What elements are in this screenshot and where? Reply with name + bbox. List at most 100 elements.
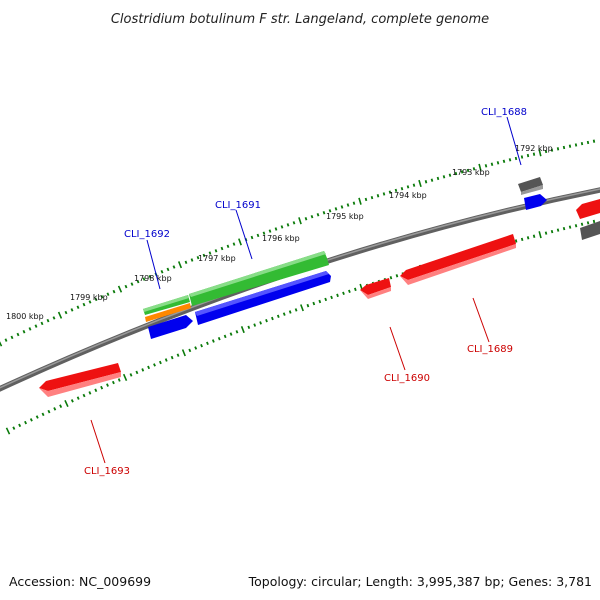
map-title: Clostridium botulinum F str. Langeland, … — [111, 12, 489, 27]
minor-tick — [253, 323, 257, 327]
minor-tick — [59, 404, 63, 408]
kbp-label-1799: 1799 kbp — [70, 293, 108, 302]
minor-tick — [526, 236, 530, 240]
minor-tick — [259, 321, 262, 325]
kbp-label-1795: 1795 kbp — [326, 212, 364, 221]
inner-tick-track — [5, 219, 596, 435]
minor-tick — [100, 385, 104, 390]
minor-tick — [130, 282, 134, 286]
gene-arrow — [524, 194, 547, 210]
minor-tick — [10, 335, 14, 340]
minor-tick — [70, 308, 74, 312]
minor-tick — [40, 321, 44, 326]
minor-tick — [229, 332, 233, 336]
minor-tick — [106, 383, 109, 387]
minor-tick — [316, 213, 320, 217]
minor-tick — [592, 219, 596, 224]
minor-tick — [568, 144, 572, 148]
gene-label-CLI_1688[interactable]: CLI_1688 — [481, 107, 527, 118]
minor-tick — [336, 293, 339, 298]
gene-CLI_1693[interactable] — [39, 363, 121, 397]
minor-tick — [64, 310, 68, 315]
kbp-label-1794: 1794 kbp — [389, 191, 427, 200]
gene-label-CLI_1690[interactable]: CLI_1690 — [384, 373, 430, 384]
major-tick — [538, 149, 542, 157]
minor-tick — [508, 158, 512, 162]
kbp-label-1797: 1797 kbp — [198, 254, 236, 263]
minor-tick — [28, 327, 32, 331]
gene-CLI_1688b[interactable] — [524, 194, 547, 210]
callout-CLI_1693 — [90, 419, 106, 464]
kbp-label-1796: 1796 kbp — [262, 234, 300, 243]
gene-label-CLI_1691[interactable]: CLI_1691 — [215, 200, 261, 211]
major-tick — [478, 163, 482, 171]
gene-arrow — [195, 271, 331, 325]
major-tick — [300, 304, 304, 312]
gene-CLI_1688[interactable] — [518, 177, 543, 195]
minor-tick — [352, 201, 356, 205]
minor-tick — [188, 348, 192, 353]
minor-tick — [340, 205, 344, 209]
major-tick — [0, 341, 3, 347]
gene-CLI_1692-blue[interactable] — [148, 315, 193, 339]
minor-tick — [94, 297, 98, 302]
minor-tick — [460, 170, 464, 174]
gene-label-CLI_1693[interactable]: CLI_1693 — [84, 466, 130, 477]
gene-CLI_1690[interactable] — [360, 278, 391, 299]
minor-tick — [280, 225, 284, 229]
gene-CLI_1691[interactable] — [189, 251, 329, 306]
minor-tick — [322, 211, 326, 215]
major-tick — [181, 349, 186, 357]
minor-tick — [271, 316, 274, 321]
minor-tick — [41, 412, 45, 417]
minor-tick — [592, 139, 596, 143]
gene-CLI_1692-orange[interactable] — [145, 303, 191, 322]
minor-tick — [436, 176, 440, 181]
minor-tick — [312, 301, 316, 306]
minor-tick — [544, 149, 548, 154]
minor-tick — [76, 396, 80, 400]
minor-tick — [164, 358, 168, 362]
minor-tick — [141, 368, 145, 372]
major-tick — [240, 326, 245, 334]
major-tick — [64, 399, 69, 408]
minor-tick — [454, 171, 458, 176]
minor-tick — [176, 353, 180, 357]
minor-tick — [235, 330, 239, 334]
minor-tick — [100, 295, 104, 299]
minor-tick — [306, 303, 310, 308]
kbp-label-1800: 1800 kbp — [6, 312, 44, 321]
major-tick — [57, 311, 63, 319]
kbp-label-1798: 1798 kbp — [134, 274, 172, 283]
gene-CLI_1689[interactable] — [400, 234, 516, 285]
minor-tick — [22, 329, 26, 334]
minor-tick — [442, 175, 446, 179]
gene-right-gray[interactable] — [580, 221, 600, 240]
minor-tick — [310, 214, 314, 219]
minor-tick — [354, 287, 357, 292]
gene-arrow-shade — [189, 251, 326, 297]
minor-tick — [395, 274, 399, 278]
minor-tick — [136, 279, 140, 284]
minor-tick — [342, 291, 345, 296]
gene-arrow — [400, 234, 516, 280]
gene-label-CLI_1692[interactable]: CLI_1692 — [124, 229, 170, 240]
gene-CLI_1692[interactable] — [143, 295, 190, 315]
minor-tick — [318, 299, 322, 304]
minor-tick — [406, 185, 410, 189]
minor-tick — [520, 237, 524, 242]
callout-CLI_1690 — [389, 326, 406, 371]
accession-text: Accession: NC_009699 — [9, 574, 152, 589]
gene-right-red[interactable] — [576, 199, 600, 219]
gene-label-CLI_1689[interactable]: CLI_1689 — [467, 344, 513, 355]
minor-tick — [206, 341, 209, 346]
minor-tick — [286, 223, 290, 227]
minor-tick — [166, 267, 170, 272]
minor-tick — [550, 148, 554, 152]
gene-arrow — [580, 221, 600, 240]
minor-tick — [388, 190, 392, 194]
gene-CLI_1691-blue[interactable] — [195, 271, 331, 325]
minor-tick — [82, 302, 86, 307]
minor-tick — [268, 229, 272, 233]
minor-tick — [568, 225, 572, 229]
